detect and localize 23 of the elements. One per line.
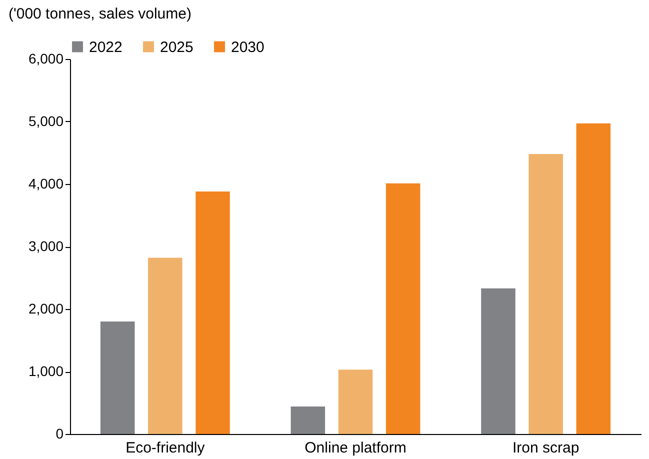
y-tick-label: 3,000 [28,238,64,254]
legend-label: 2025 [160,38,194,56]
bar [290,406,326,434]
x-tick-label: Iron scrap [512,440,580,456]
bar [148,258,182,434]
x-tick-label: Eco-friendly [126,440,206,456]
bar [196,192,230,434]
bar [481,288,516,434]
bar [528,154,563,434]
y-axis-title: ('000 tonnes, sales volume) [8,6,192,22]
x-tick-label: Online platform [304,440,406,456]
bar [576,123,611,434]
y-tick-label: 1,000 [28,363,64,379]
bar [386,183,420,434]
y-tick-label: 6,000 [28,50,64,66]
bar [338,370,373,434]
y-tick-label: 5,000 [28,113,64,129]
bar [100,322,135,434]
legend-label: 2022 [89,38,122,56]
y-tick-label: 4,000 [28,176,64,192]
y-tick-label: 0 [56,426,64,442]
y-tick-label: 2,000 [28,300,64,316]
legend-label: 2030 [231,38,264,56]
